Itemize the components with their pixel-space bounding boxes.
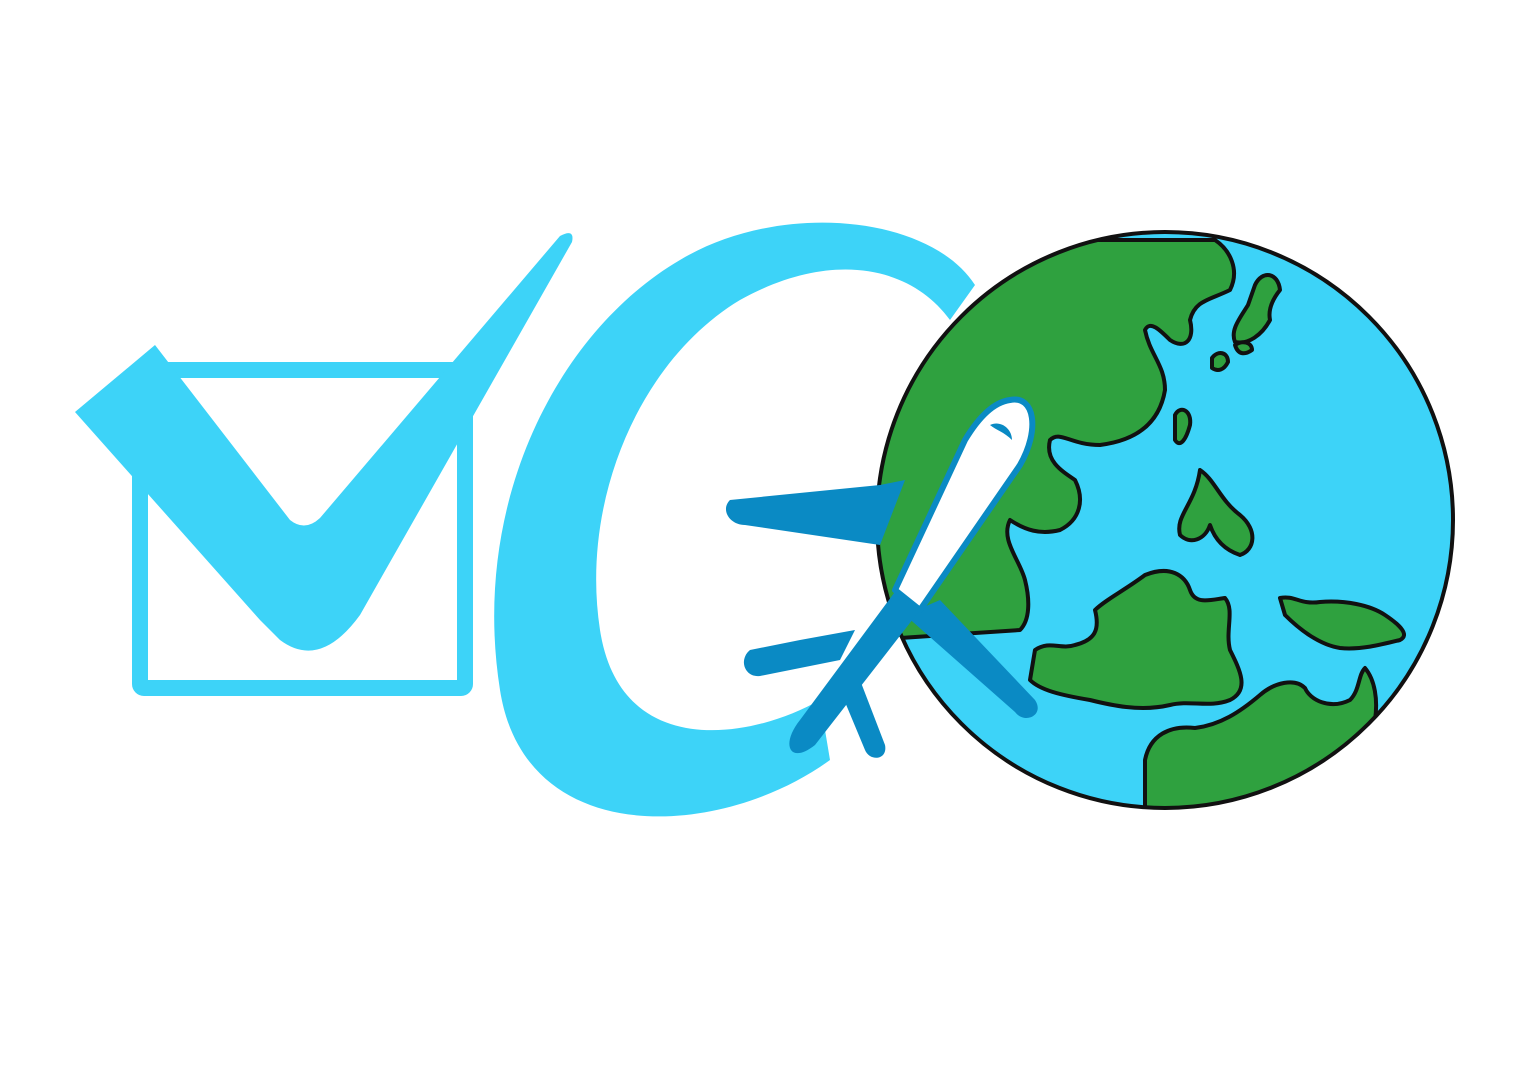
checkbox-icon bbox=[132, 362, 473, 696]
check-mark-icon bbox=[75, 233, 573, 651]
airplane-icon bbox=[725, 396, 1038, 758]
letter-g-icon bbox=[494, 222, 975, 817]
